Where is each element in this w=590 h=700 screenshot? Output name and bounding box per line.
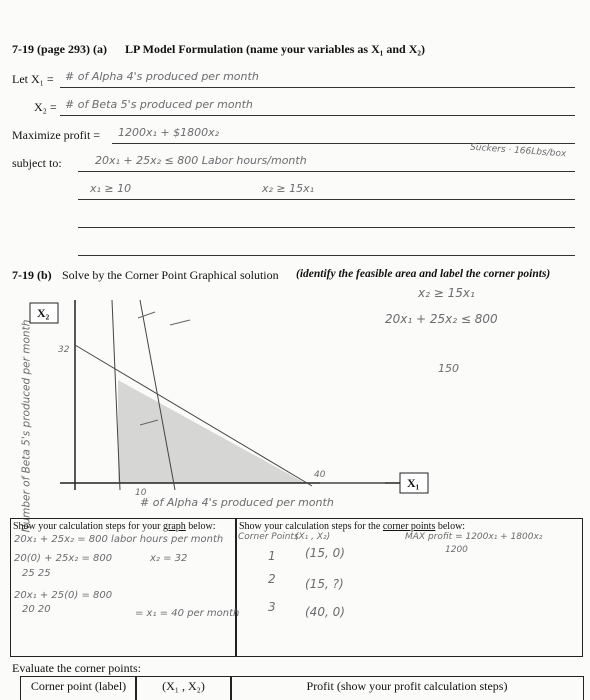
- handwriting: 20x₁ + 25x₂ ≤ 800: [385, 312, 498, 326]
- handwriting: 10: [135, 488, 147, 498]
- column-header: (X₁ , X₂): [162, 679, 205, 693]
- field-label: Maximize profit =: [12, 128, 101, 142]
- cell-heading: Show your calculation steps for your gra…: [13, 521, 215, 532]
- instruction: (identify the feasible area and label th…: [296, 268, 551, 280]
- constraint-line: [111, 299, 121, 491]
- text: below:: [185, 521, 216, 532]
- field-label: subject to:: [12, 156, 62, 170]
- column-header: Profit (show your profit calculation ste…: [306, 679, 508, 693]
- text: Show your calculation steps for the: [239, 521, 383, 532]
- handwriting: x₂ ≥ 15x₁: [262, 182, 315, 195]
- handwriting: 25 25: [22, 568, 51, 579]
- handwriting: (40, 0): [305, 605, 345, 619]
- handwriting: Corner Points: [238, 532, 299, 542]
- handwriting: 20x₁ + 25x₂ = 800 labor hours per month: [14, 534, 224, 545]
- constraint-line: [74, 344, 313, 487]
- handwriting: 1200x₁ + $1800x₂: [118, 126, 220, 139]
- handwriting: 32: [58, 345, 70, 355]
- handwriting: 20 20: [22, 604, 51, 615]
- handwriting: MAX profit = 1200x₁ + 1800x₂: [405, 532, 543, 542]
- handwriting: x₂ = 32: [150, 553, 188, 564]
- answer-line: [78, 227, 575, 228]
- section-heading: Evaluate the corner points:: [12, 661, 141, 675]
- text: Show your calculation steps for your: [13, 521, 163, 532]
- handwriting: x₁ ≥ 10: [90, 182, 132, 195]
- work-cell: [235, 518, 583, 657]
- part-label: 7-19 (b): [12, 268, 52, 282]
- axis-box-label: X₁: [407, 476, 420, 490]
- handwriting: # of Alpha 4's produced per month: [140, 496, 334, 509]
- handwriting: Number of Beta 5's produced per month: [20, 319, 33, 533]
- handwriting: = x₁ = 40 per month: [135, 608, 240, 619]
- handwriting: x₂ ≥ 15x₁: [418, 286, 475, 300]
- axis-box-label: X₂: [37, 306, 50, 320]
- constraint-line: [139, 299, 176, 491]
- answer-line: [112, 143, 575, 144]
- answer-line: [78, 199, 575, 200]
- cell-heading: Show your calculation steps for the corn…: [239, 521, 465, 532]
- handwriting: (15, ?): [305, 577, 344, 591]
- text: below:: [435, 521, 466, 532]
- axis-box: [29, 302, 59, 324]
- handwriting: 150: [438, 362, 459, 375]
- handwriting: 20x₁ + 25(0) = 800: [14, 590, 113, 601]
- header-cell: Profit (show your profit calculation ste…: [230, 676, 584, 700]
- handwriting: 20(0) + 25x₂ = 800: [14, 553, 113, 564]
- axis-box: [399, 472, 429, 494]
- field-label: Let X₁ =: [12, 72, 54, 86]
- handwriting: (15, 0): [305, 546, 345, 560]
- handwriting: 20x₁ + 25x₂ ≤ 800 Labor hours/month: [95, 154, 307, 167]
- text: graph: [162, 521, 186, 532]
- handwriting: # of Alpha 4's produced per month: [65, 70, 259, 83]
- text: corner points: [382, 521, 436, 532]
- work-cell: [10, 518, 237, 657]
- column-header: Corner point (label): [30, 679, 127, 693]
- handwriting: (X₁ , X₂): [295, 532, 331, 542]
- header-cell: (X₁ , X₂): [135, 676, 232, 700]
- part-label: 7-19 (page 293) (a): [12, 42, 107, 56]
- arrow: [137, 311, 191, 426]
- handwriting: 40: [314, 470, 326, 480]
- handwriting: 3: [268, 600, 276, 614]
- field-label: X₂ =: [34, 100, 57, 114]
- handwriting: 1200: [445, 545, 468, 555]
- answer-line: [60, 115, 575, 116]
- feasible-area: [118, 380, 305, 483]
- handwriting: # of Beta 5's produced per month: [65, 98, 253, 111]
- handwriting: 1: [268, 549, 276, 563]
- header-cell: Corner point (label): [20, 676, 137, 700]
- answer-line: [78, 255, 575, 256]
- answer-line: [78, 171, 575, 172]
- part-title: LP Model Formulation (name your variable…: [125, 42, 425, 56]
- handwriting: 2: [268, 572, 276, 586]
- answer-line: [60, 87, 575, 88]
- part-title: Solve by the Corner Point Graphical solu…: [62, 268, 279, 282]
